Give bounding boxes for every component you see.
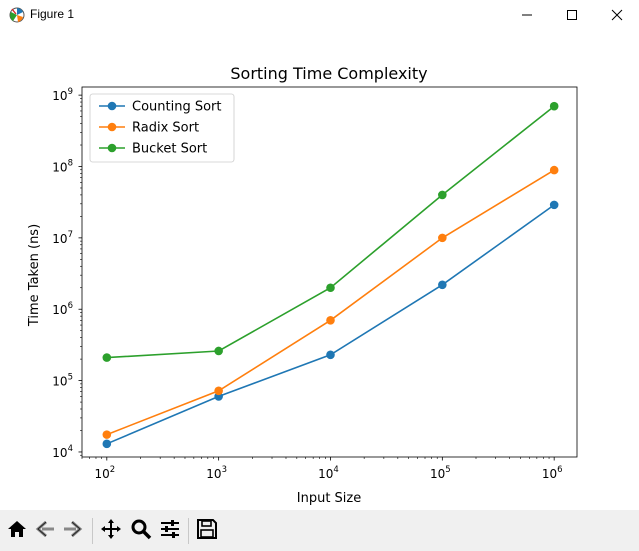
legend-entry: Counting Sort [132,100,222,115]
y-tick-label: 108 [52,158,73,174]
zoom-button[interactable] [128,518,154,544]
data-point [102,430,112,439]
figure-canvas[interactable]: Sorting Time Complexity 102 103 104 105 106 1… [0,30,639,510]
toolbar-separator [188,518,189,544]
home-icon [6,518,28,544]
sorting-time-chart: Sorting Time Complexity 102 103 104 105 106 1… [27,64,578,506]
y-tick-label: 107 [52,230,73,246]
window-title: Figure 1 [30,7,75,21]
legend-entry: Bucket Sort [132,142,207,157]
y-tick-label: 104 [52,444,73,460]
y-tick-label: 109 [52,87,73,103]
close-icon [611,9,623,21]
configure-subplots-icon [159,518,181,544]
data-point [326,350,335,360]
toolbar-separator [92,518,93,544]
data-point [214,346,223,356]
data-point [214,386,223,396]
forward-button[interactable] [60,518,86,544]
data-point [549,101,559,111]
data-point [549,200,559,210]
navigation-toolbar [0,510,639,551]
maximize-icon [566,9,578,21]
window-titlebar: Figure 1 [0,0,639,30]
x-tick-label: 104 [318,465,339,481]
maximize-button[interactable] [549,0,595,30]
pan-button[interactable] [98,518,124,544]
legend: Counting Sort Radix Sort Bucket Sort [89,93,235,163]
data-point [438,280,447,290]
legend-marker [107,122,117,132]
forward-arrow-icon [62,518,84,544]
save-floppy-icon [196,518,218,544]
x-axis-label: Input Size [297,491,361,506]
x-tick-label: 106 [542,465,563,481]
save-button[interactable] [194,518,220,544]
x-tick-label: 103 [206,465,227,481]
series-layer [102,101,559,449]
legend-box [89,93,235,163]
x-tick-label: 105 [430,465,451,481]
back-button[interactable] [32,518,58,544]
minimize-icon [521,9,533,21]
minimize-button[interactable] [504,0,550,30]
data-point [102,353,112,362]
legend-marker [107,143,117,153]
data-point [102,439,112,449]
chart-title: Sorting Time Complexity [230,64,427,83]
data-point [326,315,335,325]
pan-move-icon [100,518,122,544]
zoom-magnifier-icon [130,518,152,544]
configure-subplots-button[interactable] [157,518,183,544]
matplotlib-icon [8,6,26,24]
data-point [438,190,447,200]
data-point [326,283,335,293]
y-tick-label: 105 [52,373,73,389]
y-tick-label: 106 [52,301,73,317]
data-point [438,233,447,243]
legend-entry: Radix Sort [132,121,199,136]
legend-marker [107,101,117,111]
data-point [549,165,559,175]
home-button[interactable] [4,518,30,544]
y-axis-label: Time Taken (ns) [27,224,42,327]
back-arrow-icon [34,518,56,544]
close-button[interactable] [594,0,639,30]
x-tick-label: 102 [94,465,115,481]
